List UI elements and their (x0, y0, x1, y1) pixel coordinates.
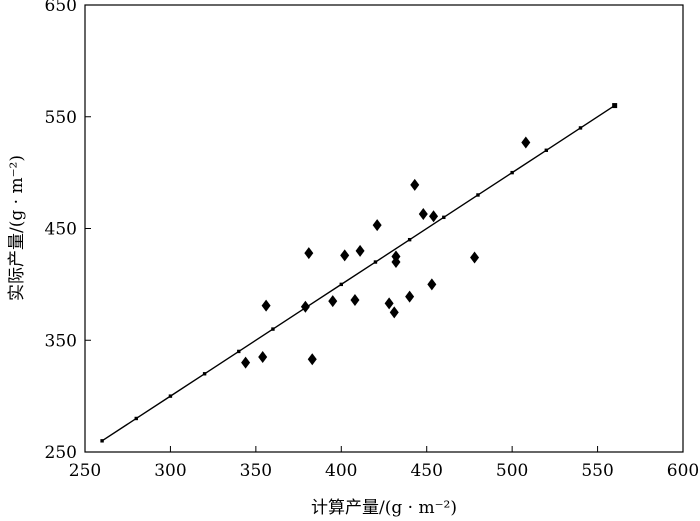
line-marker (237, 349, 241, 354)
scatter-point (372, 219, 382, 232)
scatter-point (521, 136, 531, 149)
scatter-point (261, 299, 271, 312)
scatter-point (384, 297, 394, 310)
scatter-point (258, 351, 268, 364)
axis-ticks (84, 4, 684, 453)
y-tick-label: 450 (45, 220, 77, 240)
line-marker (510, 170, 514, 175)
y-tick-label: 250 (45, 443, 77, 463)
scatter-point (410, 178, 420, 191)
y-tick-label: 350 (45, 331, 77, 351)
scatter-point (241, 356, 251, 369)
line-marker (544, 148, 549, 152)
x-tick-label: 300 (154, 461, 186, 481)
x-tick-label: 350 (240, 461, 272, 481)
scatter-point (391, 256, 401, 269)
scatter-point (307, 353, 317, 366)
line-marker (134, 416, 138, 421)
scatter-point (470, 251, 480, 264)
line-marker (271, 327, 275, 331)
scatter-point (328, 295, 338, 308)
x-axis-title: 计算产量/(g · m⁻²) (311, 498, 457, 518)
line-marker (339, 282, 343, 287)
line-marker (100, 439, 104, 443)
scatter-point (355, 244, 365, 257)
scatter-point (389, 306, 399, 319)
scatter-point (300, 300, 310, 313)
line-marker (202, 372, 207, 376)
x-tick-label: 600 (667, 461, 699, 481)
scatter-point (405, 290, 415, 303)
data-points (241, 136, 531, 369)
scatter-point (418, 207, 428, 220)
y-tick-label: 550 (45, 108, 77, 128)
plot-frame (84, 4, 684, 453)
y-tick-label: 650 (45, 0, 77, 16)
line-marker (407, 237, 412, 242)
line-marker (442, 215, 446, 220)
x-tick-label: 550 (581, 461, 613, 481)
fit-line (101, 104, 616, 442)
fit-line-series (100, 103, 618, 443)
line-marker (373, 260, 378, 264)
line-marker (476, 193, 480, 197)
scatter-point (427, 278, 437, 291)
scatter-point (304, 247, 314, 260)
scatter-point (350, 294, 360, 307)
line-marker (578, 126, 583, 130)
x-tick-label: 250 (69, 461, 101, 481)
tick-labels: 250 300 350 400 450 500 550 600 250 350 450 550 650 (45, 0, 700, 481)
x-tick-label: 400 (325, 461, 357, 481)
scatter-point (429, 210, 439, 223)
x-tick-label: 500 (496, 461, 528, 481)
scatter-point (340, 249, 350, 262)
x-tick-label: 450 (410, 461, 442, 481)
y-axis-title: 实际产量/(g · m⁻²) (7, 155, 27, 301)
line-marker (168, 394, 173, 398)
line-marker (612, 103, 618, 109)
